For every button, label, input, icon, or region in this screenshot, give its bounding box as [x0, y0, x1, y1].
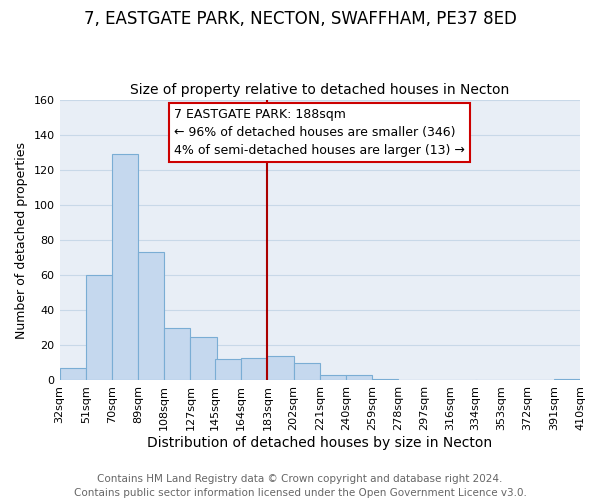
- Bar: [86, 275, 112, 380]
- Bar: [554, 378, 580, 380]
- Bar: [320, 375, 346, 380]
- Y-axis label: Number of detached properties: Number of detached properties: [15, 142, 28, 338]
- Bar: [59, 368, 86, 380]
- Bar: [164, 328, 190, 380]
- Bar: [190, 336, 217, 380]
- Bar: [346, 375, 372, 380]
- Text: 7, EASTGATE PARK, NECTON, SWAFFHAM, PE37 8ED: 7, EASTGATE PARK, NECTON, SWAFFHAM, PE37…: [83, 10, 517, 28]
- Bar: [215, 360, 241, 380]
- Title: Size of property relative to detached houses in Necton: Size of property relative to detached ho…: [130, 83, 509, 97]
- Bar: [241, 358, 268, 380]
- Text: Contains HM Land Registry data © Crown copyright and database right 2024.
Contai: Contains HM Land Registry data © Crown c…: [74, 474, 526, 498]
- Bar: [112, 154, 138, 380]
- Bar: [268, 356, 293, 380]
- Bar: [372, 378, 398, 380]
- Text: 7 EASTGATE PARK: 188sqm
← 96% of detached houses are smaller (346)
4% of semi-de: 7 EASTGATE PARK: 188sqm ← 96% of detache…: [174, 108, 464, 158]
- X-axis label: Distribution of detached houses by size in Necton: Distribution of detached houses by size …: [147, 436, 493, 450]
- Bar: [138, 252, 164, 380]
- Bar: [293, 363, 320, 380]
